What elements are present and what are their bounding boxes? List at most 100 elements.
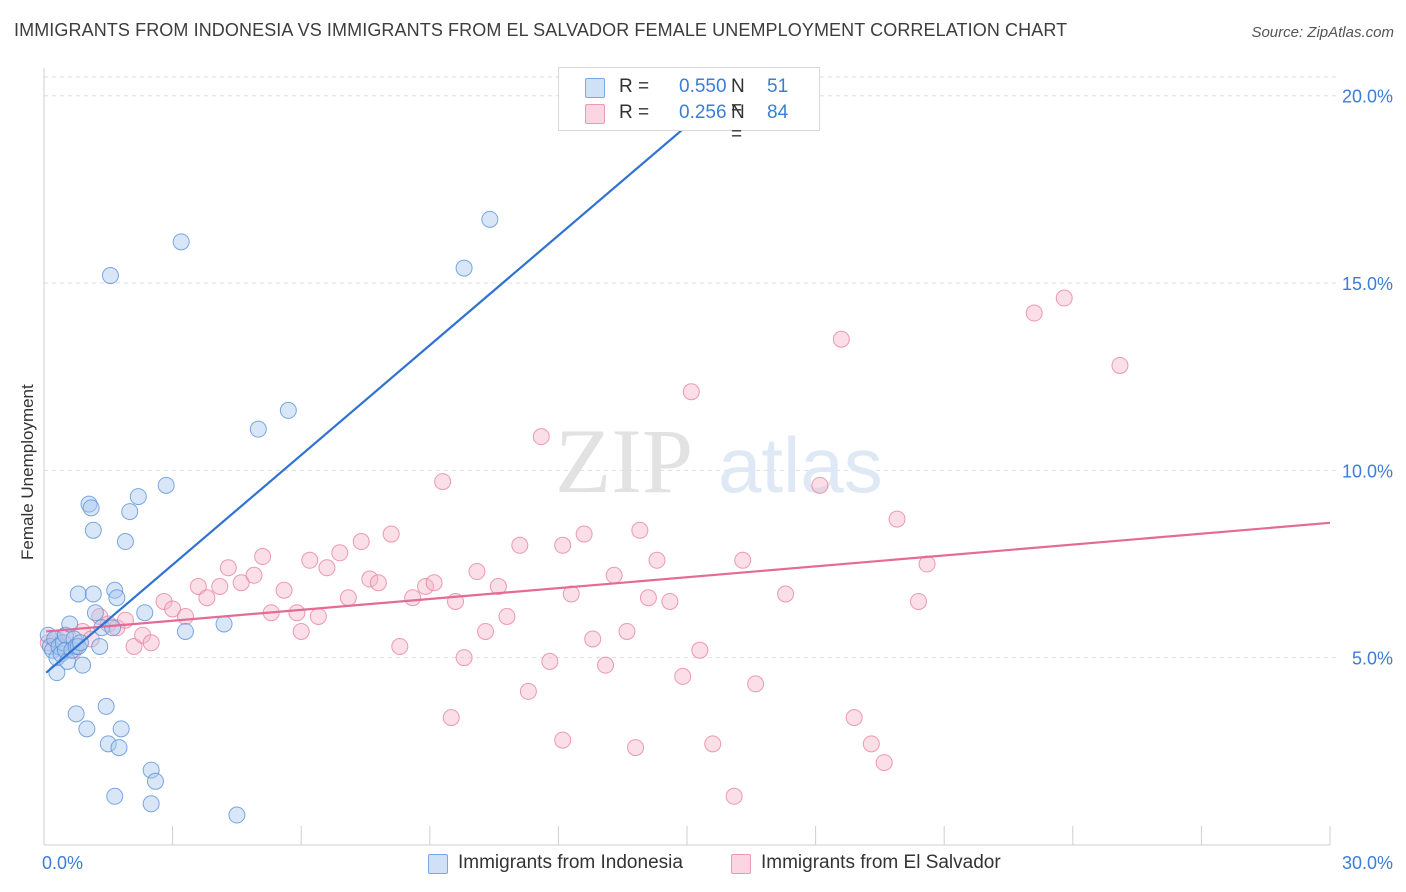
indonesia-point xyxy=(101,267,119,285)
chart-title: IMMIGRANTS FROM INDONESIA VS IMMIGRANTS … xyxy=(14,20,1068,40)
el-salvador-point xyxy=(584,630,602,648)
el-salvador-point xyxy=(176,607,194,625)
series-indonesia-points xyxy=(39,210,499,824)
el-salvador-point xyxy=(661,592,679,610)
r-value: 0.256 xyxy=(679,102,727,123)
indonesia-point xyxy=(99,735,117,753)
indonesia-point xyxy=(74,656,92,674)
el-salvador-point xyxy=(164,600,182,618)
watermark-atlas: atlas xyxy=(718,421,883,509)
el-salvador-point xyxy=(1111,356,1129,374)
indonesia-point xyxy=(116,533,134,551)
indonesia-point xyxy=(108,589,126,607)
indonesia-point xyxy=(455,259,473,277)
el-salvador-point xyxy=(811,476,829,494)
legend-swatch-el-salvador xyxy=(731,854,751,874)
legend-swatch-indonesia xyxy=(585,78,605,98)
el-salvador-point xyxy=(292,622,310,640)
y-tick-labels: 5.0% 10.0% 15.0% 20.0% xyxy=(1342,87,1393,669)
indonesia-point xyxy=(215,615,233,633)
stats-legend: R = 0.550 N = 51 R = 0.256 N = 84 xyxy=(558,67,820,145)
r-label: R = xyxy=(619,76,650,97)
el-salvador-point xyxy=(288,604,306,622)
el-salvador-point xyxy=(1055,289,1073,307)
indonesia-point xyxy=(228,806,246,824)
indonesia-point xyxy=(176,622,194,640)
el-salvador-point xyxy=(361,570,379,588)
el-salvador-point xyxy=(639,589,657,607)
indonesia-point xyxy=(91,637,109,655)
el-salvador-point xyxy=(245,566,263,584)
el-salvador-point xyxy=(211,578,229,596)
el-salvador-point xyxy=(425,574,443,592)
y-axis-label: Female Unemployment xyxy=(18,384,37,560)
watermark: ZIP atlas xyxy=(555,410,883,512)
indonesia-point xyxy=(112,720,130,738)
trend-lines xyxy=(45,124,1331,674)
el-salvador-point xyxy=(232,574,250,592)
el-salvador-point xyxy=(301,551,319,569)
series-el-salvador-points xyxy=(39,289,1129,805)
legend-label-el-salvador: Immigrants from El Salvador xyxy=(761,852,1001,873)
chart-source: Source: ZipAtlas.com xyxy=(1251,24,1394,41)
indonesia-point xyxy=(121,503,139,521)
x-tick-label: 0.0% xyxy=(42,853,83,873)
indonesia-point xyxy=(67,705,85,723)
el-salvador-point xyxy=(339,589,357,607)
indonesia-point xyxy=(86,604,104,622)
el-salvador-trend-line xyxy=(46,521,1331,633)
el-salvador-point xyxy=(618,622,636,640)
el-salvador-point xyxy=(309,607,327,625)
el-salvador-point xyxy=(318,559,336,577)
n-value: 84 xyxy=(767,102,789,123)
el-salvador-point xyxy=(352,533,370,551)
el-salvador-point xyxy=(417,578,435,596)
el-salvador-point xyxy=(369,574,387,592)
indonesia-point xyxy=(97,697,115,715)
el-salvador-point xyxy=(434,473,452,491)
el-salvador-point xyxy=(691,641,709,659)
indonesia-point xyxy=(84,521,102,539)
el-salvador-point xyxy=(1025,304,1043,322)
indonesia-point xyxy=(146,772,164,790)
indonesia-point xyxy=(110,739,128,757)
el-salvador-point xyxy=(845,709,863,727)
r-value: 0.550 xyxy=(679,76,727,97)
el-salvador-point xyxy=(734,551,752,569)
el-salvador-point xyxy=(331,544,349,562)
el-salvador-point xyxy=(254,548,272,566)
el-salvador-point xyxy=(468,563,486,581)
grid-lines xyxy=(44,76,1340,659)
el-salvador-point xyxy=(631,521,649,539)
el-salvador-point xyxy=(198,589,216,607)
el-salvador-point xyxy=(541,652,559,670)
el-salvador-point xyxy=(605,566,623,584)
el-salvador-point xyxy=(511,536,529,554)
y-tick-label: 20.0% xyxy=(1342,87,1393,107)
el-salvador-point xyxy=(575,525,593,543)
el-salvador-point xyxy=(275,581,293,599)
indonesia-point xyxy=(142,761,160,779)
watermark-zip: ZIP xyxy=(555,410,693,512)
el-salvador-point xyxy=(597,656,615,674)
legend-label-indonesia: Immigrants from Indonesia xyxy=(458,852,683,873)
el-salvador-point xyxy=(219,559,237,577)
n-value: 51 xyxy=(767,76,789,97)
el-salvador-point xyxy=(725,787,743,805)
x-tick-labels: 0.0% 30.0% xyxy=(42,853,1393,873)
el-salvador-point xyxy=(391,637,409,655)
el-salvador-point xyxy=(382,525,400,543)
el-salvador-point xyxy=(189,578,207,596)
axes xyxy=(43,68,1331,846)
el-salvador-point xyxy=(142,634,160,652)
y-tick-label: 10.0% xyxy=(1342,461,1393,481)
el-salvador-point xyxy=(455,649,473,667)
el-salvador-point xyxy=(498,607,516,625)
indonesia-trend-line xyxy=(45,124,688,674)
el-salvador-point xyxy=(674,667,692,685)
indonesia-point xyxy=(481,210,499,228)
el-salvador-point xyxy=(862,735,880,753)
legend-swatch-el-salvador xyxy=(585,104,605,124)
el-salvador-point xyxy=(909,592,927,610)
el-salvador-point xyxy=(519,682,537,700)
